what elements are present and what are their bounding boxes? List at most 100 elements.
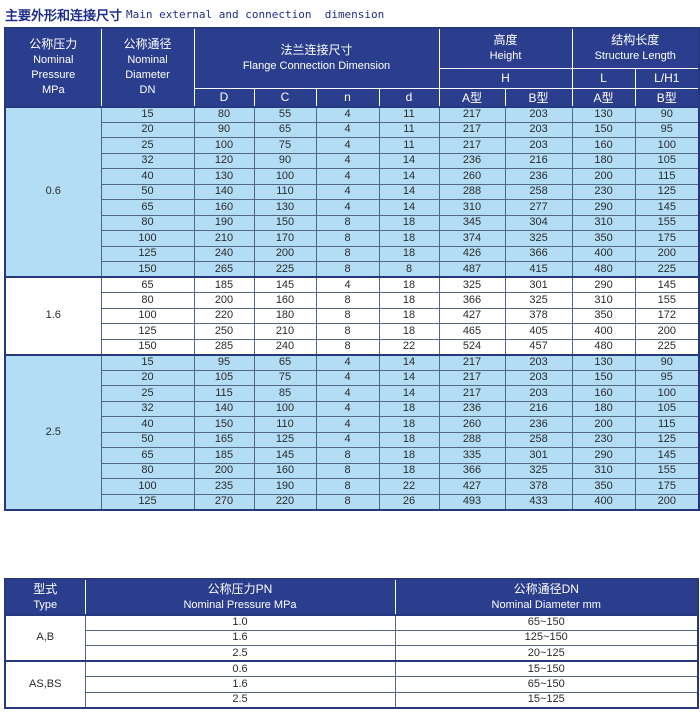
dimension-cell: 258 bbox=[504, 183, 573, 200]
header-type-zh: 型式 bbox=[33, 581, 58, 596]
header-length-en: Structure Length bbox=[594, 50, 676, 63]
dimension-cell: 4 bbox=[315, 431, 380, 448]
header-pn-en: Nominal Pressure MPa bbox=[183, 598, 297, 611]
header-length-type-a: A型 bbox=[571, 87, 636, 107]
dimension-cell: 32 bbox=[100, 152, 195, 169]
dimension-cell: 240 bbox=[253, 338, 317, 355]
dimension-table: 公称压力 Nominal Pressure MPa 公称通径 Nominal D… bbox=[4, 27, 700, 511]
type-cell-value-row: 2.5 20~125 bbox=[5, 645, 699, 662]
dimension-cell: 145 bbox=[253, 276, 317, 293]
header-l: L bbox=[571, 67, 636, 89]
dimension-cell-row: 2.5 15 95 65 4 14 217 203 130 90 bbox=[4, 353, 700, 510]
dimension-cell: 203 bbox=[504, 137, 573, 154]
dimension-cell: 203 bbox=[504, 105, 573, 123]
dimension-cell: 8 bbox=[315, 478, 380, 495]
dimension-cell: 100 bbox=[253, 400, 317, 417]
dimension-cell: 203 bbox=[504, 121, 573, 138]
dimension-cell: 180 bbox=[571, 400, 636, 417]
dimension-cell: 325 bbox=[504, 462, 573, 479]
dimension-cell: 18 bbox=[378, 292, 440, 309]
type-cell-value: 2.5 bbox=[84, 691, 396, 708]
dimension-cell-row: 50 165 125 4 18 288 258 230 125 bbox=[5, 431, 700, 448]
dimension-cell: 378 bbox=[504, 478, 573, 495]
dimension-cell: 175 bbox=[634, 230, 700, 247]
dimension-cell: 310 bbox=[571, 292, 636, 309]
dimension-cell: 75 bbox=[253, 369, 317, 386]
dimension-cell: 185 bbox=[193, 447, 255, 464]
dimension-cell: 14 bbox=[378, 183, 440, 200]
dimension-cell: 493 bbox=[438, 493, 506, 510]
dimension-cell: 130 bbox=[193, 168, 255, 185]
dimension-cell: 200 bbox=[571, 168, 636, 185]
dimension-cell: 190 bbox=[253, 478, 317, 495]
dimension-cell: 130 bbox=[571, 353, 636, 371]
dimension-cell: 18 bbox=[378, 307, 440, 324]
dimension-cell: 310 bbox=[571, 214, 636, 231]
dimension-cell: 125 bbox=[100, 493, 195, 510]
dimension-cell: 304 bbox=[504, 214, 573, 231]
dimension-cell: 236 bbox=[438, 400, 506, 417]
dimension-cell: 427 bbox=[438, 307, 506, 324]
header-nominal-diameter-en1: Nominal bbox=[127, 54, 168, 67]
dimension-cell: 230 bbox=[571, 183, 636, 200]
dimension-cell: 8 bbox=[315, 493, 380, 510]
header-nominal-diameter-en3: DN bbox=[139, 84, 156, 97]
dimension-cell: 4 bbox=[315, 137, 380, 154]
dimension-cell-row: 32 120 90 4 14 236 216 180 105 bbox=[5, 152, 700, 169]
dimension-cell: 65 bbox=[253, 121, 317, 138]
dimension-cell: 100 bbox=[193, 137, 255, 154]
dimension-cell: 4 bbox=[315, 105, 380, 123]
dimension-cell: 217 bbox=[438, 105, 506, 123]
dimension-cell: 290 bbox=[571, 447, 636, 464]
dimension-cell: 20 bbox=[100, 121, 195, 138]
dimension-cell: 160 bbox=[253, 292, 317, 309]
dimension-cell: 170 bbox=[253, 230, 317, 247]
dimension-cell: 4 bbox=[315, 168, 380, 185]
dimension-cell: 125 bbox=[253, 431, 317, 448]
header-flange-en: Flange Connection Dimension bbox=[242, 60, 391, 73]
dimension-cell: 75 bbox=[253, 137, 317, 154]
header-height-type-b: B型 bbox=[504, 87, 573, 107]
type-cell-value: 1.0 bbox=[84, 613, 396, 631]
dimension-cell: 125 bbox=[100, 323, 195, 340]
dimension-cell: 14 bbox=[378, 199, 440, 216]
dimension-cell: 26 bbox=[378, 493, 440, 510]
dimension-cell: 8 bbox=[315, 462, 380, 479]
dimension-cell: 95 bbox=[634, 121, 700, 138]
dimension-cell: 95 bbox=[193, 353, 255, 371]
dimension-cell: 220 bbox=[253, 493, 317, 510]
header-l-h1: L/H1 bbox=[634, 67, 700, 89]
header-nominal-pressure-zh: 公称压力 bbox=[29, 37, 78, 52]
dimension-cell: 65 bbox=[100, 447, 195, 464]
header-length-type-b: B型 bbox=[634, 87, 700, 107]
header-pn-zh: 公称压力PN bbox=[207, 581, 273, 596]
header-pn: 公称压力PN Nominal Pressure MPa bbox=[84, 578, 396, 615]
dimension-cell: 160 bbox=[253, 462, 317, 479]
dimension-cell: 22 bbox=[378, 478, 440, 495]
dimension-cell: 150 bbox=[571, 121, 636, 138]
header-type: 型式 Type bbox=[4, 578, 86, 615]
dimension-cell: 210 bbox=[193, 230, 255, 247]
dimension-cell-row: 20 90 65 4 11 217 203 150 95 bbox=[5, 121, 700, 138]
header-nominal-diameter-en2: Diameter bbox=[125, 69, 170, 82]
dimension-cell: 350 bbox=[571, 230, 636, 247]
header-structure-length: 结构长度 Structure Length bbox=[571, 27, 700, 69]
dimension-cell: 236 bbox=[504, 416, 573, 433]
dimension-cell: 100 bbox=[634, 137, 700, 154]
dimension-cell: 90 bbox=[634, 353, 700, 371]
dimension-cell: 155 bbox=[634, 214, 700, 231]
dimension-cell: 265 bbox=[193, 261, 255, 278]
dimension-cell: 14 bbox=[378, 152, 440, 169]
dimension-cell: 105 bbox=[634, 152, 700, 169]
dimension-cell: 50 bbox=[100, 431, 195, 448]
pressure-group-label: 1.6 bbox=[4, 276, 102, 355]
dimension-cell: 415 bbox=[504, 261, 573, 278]
dimension-cell: 217 bbox=[438, 121, 506, 138]
dimension-cell: 217 bbox=[438, 385, 506, 402]
dimension-cell: 140 bbox=[193, 400, 255, 417]
dimension-cell: 250 bbox=[193, 323, 255, 340]
type-table-body: A,B 1.0 65~150 1.6 125~150 2.5 20~125 AS,BS 0.6 1… bbox=[4, 613, 699, 708]
dimension-cell: 290 bbox=[571, 199, 636, 216]
dimension-cell: 200 bbox=[571, 416, 636, 433]
dimension-cell: 325 bbox=[504, 230, 573, 247]
